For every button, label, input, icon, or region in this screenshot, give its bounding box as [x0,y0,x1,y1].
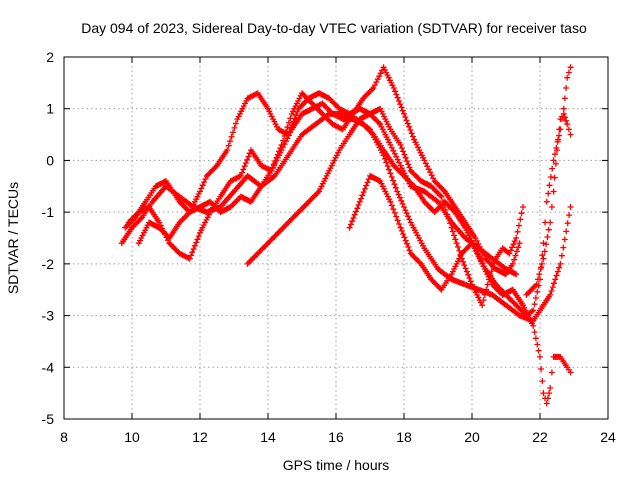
y-tick-labels: 2 1 0 -1 -2 -3 -4 -5 [42,49,55,427]
data-series [118,64,574,407]
x-tick-label: 14 [260,429,276,445]
x-tick-label: 12 [192,429,208,445]
axis-ticks [63,56,609,420]
y-tick-label: -4 [42,359,55,375]
x-tick-labels: 8 10 12 14 16 18 20 22 24 [60,429,616,445]
series-markers [523,110,574,298]
x-tick-label: 20 [464,429,480,445]
x-tick-label: 10 [124,429,140,445]
y-tick-label: 0 [46,152,54,168]
series-markers [346,172,574,407]
series-markers [135,64,574,319]
series-trace-7 [523,110,574,298]
y-tick-label: -1 [42,204,55,220]
x-axis-label: GPS time / hours [283,457,390,473]
y-tick-label: -2 [42,256,55,272]
x-tick-label: 24 [600,429,616,445]
y-axis-label: SDTVAR / TECUs [5,182,21,294]
x-tick-label: 16 [328,429,344,445]
x-tick-label: 18 [396,429,412,445]
y-tick-label: 1 [46,101,54,117]
y-tick-label: -3 [42,308,55,324]
series-trace-5 [346,172,574,407]
y-tick-label: 2 [46,49,54,65]
x-tick-label: 22 [532,429,548,445]
x-tick-label: 8 [60,429,68,445]
y-tick-label: -5 [42,411,55,427]
series-trace-6 [135,64,574,319]
chart-title: Day 094 of 2023, Sidereal Day-to-day VTE… [81,20,587,36]
